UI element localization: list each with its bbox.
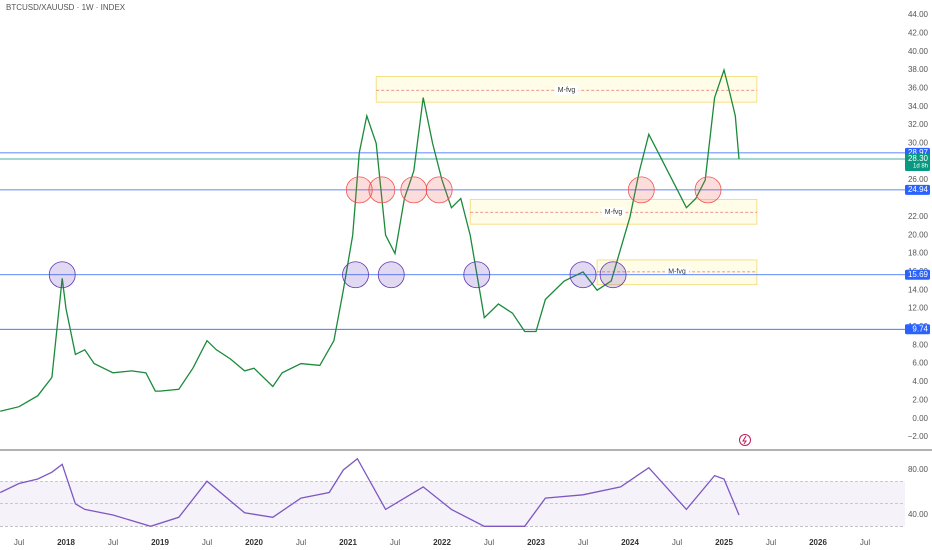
x-tick-label: Jul — [860, 538, 870, 547]
marker-circle — [400, 176, 428, 204]
y-tick-label: 30.00 — [908, 139, 929, 148]
chart-title: BTCUSD/XAUUSD · 1W · INDEX — [6, 3, 126, 12]
marker-circle — [463, 261, 491, 289]
y-tick-label: 36.00 — [908, 84, 929, 93]
x-tick-label: Jul — [484, 538, 494, 547]
fvg-label-bg — [665, 266, 689, 277]
x-tick-label: Jul — [202, 538, 212, 547]
y-tick-label: 40.00 — [908, 47, 929, 56]
marker-circle — [48, 261, 76, 289]
price-line — [0, 67, 740, 412]
fvg-label: M-fvg — [668, 269, 686, 276]
level-tag — [905, 324, 930, 335]
x-tick-label: 2026 — [809, 538, 827, 547]
fvg-label: M-fvg — [605, 209, 623, 216]
level-label: 15.69 — [908, 270, 929, 279]
lightning-icon — [739, 434, 751, 446]
level-label: 24.94 — [908, 185, 929, 194]
y-tick-label: 0.00 — [912, 414, 928, 423]
x-tick-label: 2019 — [151, 538, 169, 547]
x-tick-label: 2020 — [245, 538, 263, 547]
marker-circle — [342, 261, 369, 289]
y-tick-label: 38.00 — [908, 65, 929, 74]
level-tag — [905, 184, 930, 195]
x-tick-label: Jul — [766, 538, 776, 547]
x-tick-label: Jul — [390, 538, 400, 547]
level-note: 1d 8h — [913, 164, 928, 170]
rsi-tick-label: 80.00 — [908, 465, 929, 474]
marker-circle — [569, 261, 597, 289]
marker-circle — [377, 261, 405, 289]
marker-circle — [694, 176, 722, 204]
level-label: 28.30 — [908, 154, 929, 163]
price-line — [0, 457, 740, 527]
y-tick-label: 18.00 — [908, 249, 929, 258]
x-tick-label: Jul — [578, 538, 588, 547]
y-tick-label: 12.00 — [908, 304, 929, 313]
y-tick-label: 4.00 — [912, 377, 928, 386]
y-tick-label: 32.00 — [908, 120, 929, 129]
marker-circle — [627, 176, 655, 204]
y-tick-label: 26.00 — [908, 175, 929, 184]
y-tick-label: 2.00 — [912, 395, 928, 404]
x-tick-label: Jul — [14, 538, 24, 547]
fvg-label-bg — [601, 207, 626, 218]
x-tick-label: 2021 — [339, 538, 357, 547]
x-tick-label: 2018 — [57, 538, 75, 547]
marker-circle — [345, 176, 373, 204]
x-tick-label: Jul — [672, 538, 682, 547]
rsi-tick-label: 40.00 — [908, 510, 929, 519]
x-tick-label: Jul — [296, 538, 306, 547]
level-tag — [905, 154, 930, 172]
y-tick-label: 14.00 — [908, 285, 929, 294]
fvg-label-bg — [554, 85, 579, 96]
marker-circle — [368, 176, 396, 204]
y-tick-label: 20.00 — [908, 230, 929, 239]
y-tick-label: 22.00 — [908, 212, 929, 221]
level-tag — [905, 269, 930, 280]
y-tick-label: 6.00 — [912, 359, 928, 368]
y-tick-label: 8.00 — [912, 340, 928, 349]
marker-circle — [599, 261, 627, 289]
x-tick-label: 2022 — [433, 538, 451, 547]
y-tick-label: 44.00 — [908, 10, 929, 19]
fvg-label: M-fvg — [558, 87, 576, 94]
level-label: 28.97 — [908, 148, 929, 157]
x-tick-label: 2023 — [527, 538, 545, 547]
x-tick-label: 2024 — [621, 538, 639, 547]
marker-circle — [425, 176, 453, 204]
x-tick-label: Jul — [108, 538, 118, 547]
x-tick-label: 2025 — [715, 538, 733, 547]
y-tick-label: 42.00 — [908, 28, 929, 37]
level-label: 9.74 — [912, 324, 928, 333]
y-tick-label: −2.00 — [908, 432, 929, 441]
y-tick-label: 34.00 — [908, 102, 929, 111]
